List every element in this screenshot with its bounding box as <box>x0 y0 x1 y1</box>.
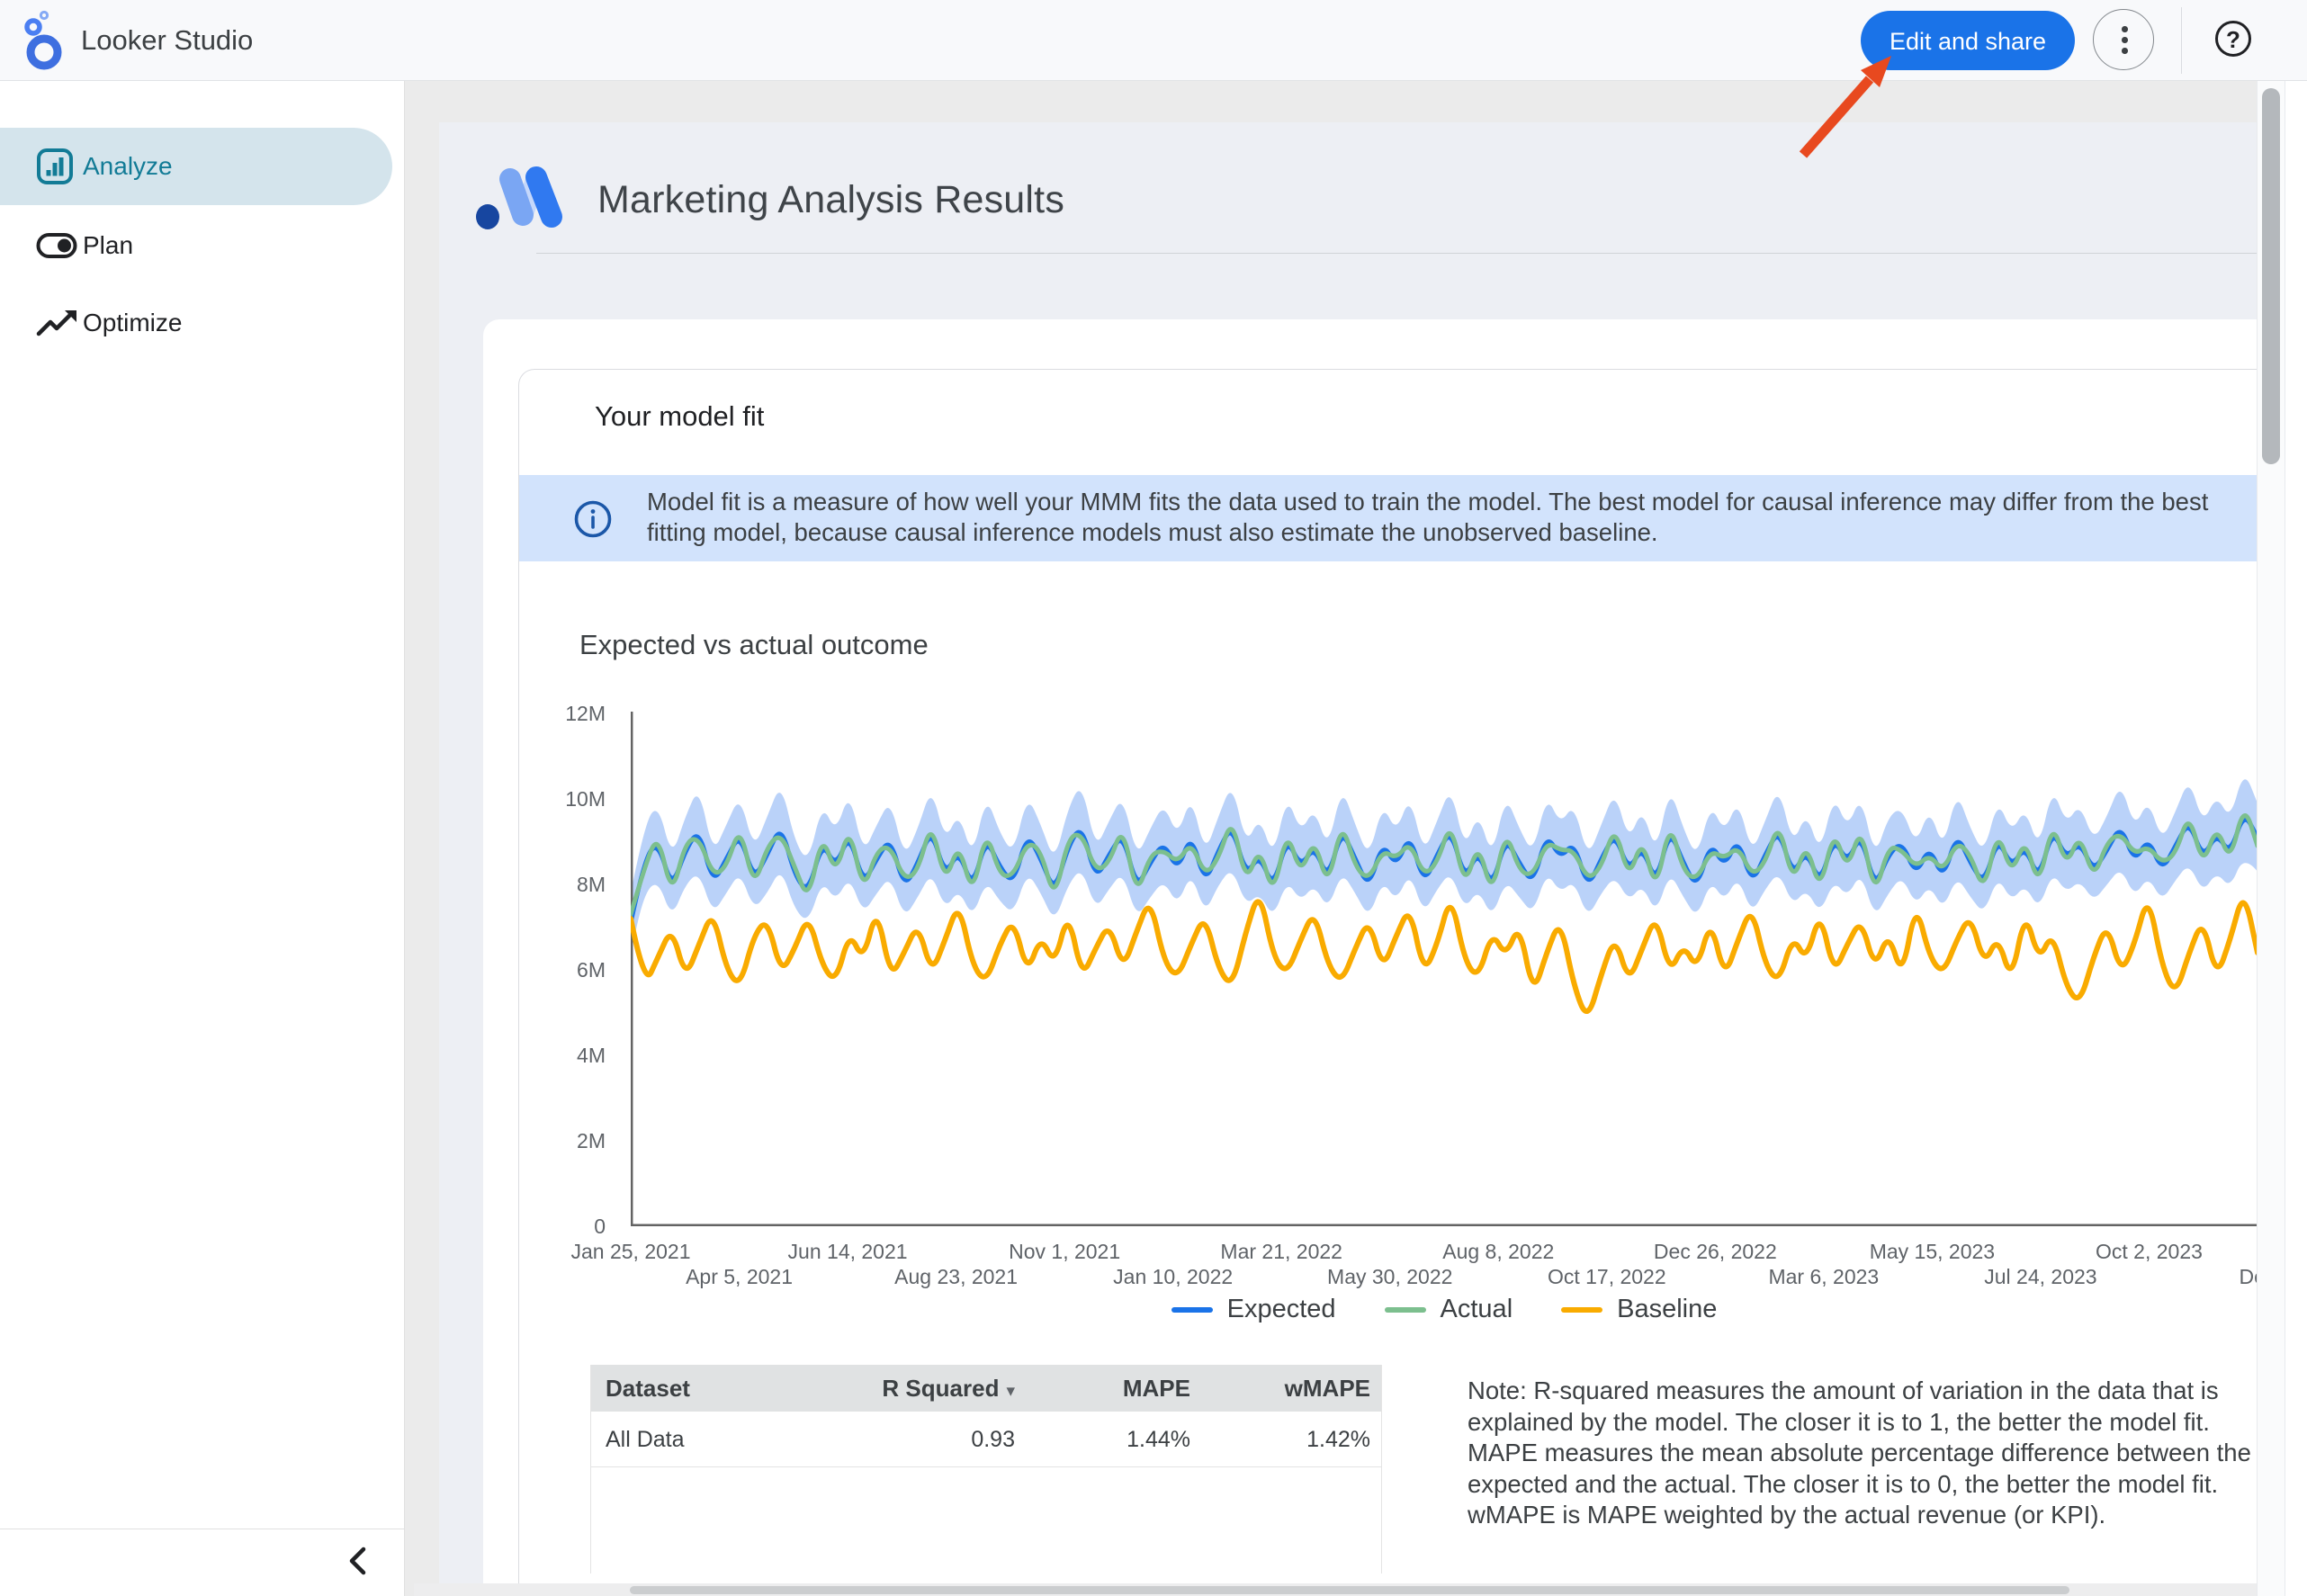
x-tick-label: Oct 17, 2022 <box>1547 1265 1666 1288</box>
x-tick-label: Apr 5, 2021 <box>686 1265 793 1288</box>
info-banner: Model fit is a measure of how well your … <box>519 475 2257 561</box>
looker-studio-logo-icon <box>24 10 62 70</box>
table-row: All Data 0.93 1.44% 1.42% <box>591 1412 1381 1467</box>
bar-chart-icon <box>37 148 73 184</box>
page-divider <box>536 253 2257 254</box>
vertical-scrollbar[interactable] <box>2257 81 2285 1596</box>
y-tick-label: 10M <box>565 787 606 811</box>
column-header-r-squared[interactable]: R Squared ▾ <box>882 1375 1015 1402</box>
model-fit-chart <box>631 712 2257 1226</box>
legend-swatch <box>1171 1306 1213 1313</box>
report-page: Marketing Analysis Results Your model fi… <box>439 122 2257 1596</box>
meridian-logo <box>476 166 562 229</box>
x-tick-label: Mar 6, 2023 <box>1768 1265 1880 1288</box>
y-axis-labels: 12M 10M 8M 6M 4M 2M 0 <box>528 702 618 1238</box>
x-tick-label: Dec 26, 2022 <box>1653 1240 1777 1263</box>
sidebar-item-label: Analyze <box>83 152 173 180</box>
y-tick-label: 0 <box>594 1215 606 1238</box>
legend-label: Actual <box>1440 1295 1513 1323</box>
toggle-icon <box>36 233 77 258</box>
model-fit-card: Your model fit Model fit is a measure of… <box>518 369 2257 1596</box>
y-tick-label: 6M <box>577 958 606 982</box>
legend-item[interactable]: Baseline <box>1561 1295 1717 1324</box>
note-text: Note: R-squared measures the amount of v… <box>1468 1376 2251 1529</box>
window-margin <box>2285 81 2307 1596</box>
legend-swatch <box>1561 1306 1603 1313</box>
cell-wmape: 1.42% <box>1306 1427 1370 1452</box>
x-tick-label: Jan 25, 2021 <box>570 1240 691 1263</box>
legend-item[interactable]: Actual <box>1384 1295 1513 1324</box>
report-viewport: Marketing Analysis Results Your model fi… <box>405 81 2257 1596</box>
cell-mape: 1.44% <box>1127 1427 1190 1452</box>
legend-label: Expected <box>1226 1295 1336 1323</box>
edit-and-share-button[interactable]: Edit and share <box>1861 11 2075 70</box>
x-axis-labels-row2: Apr 5, 2021 Aug 23, 2021 Jan 10, 2022 May 3… <box>631 1264 2257 1289</box>
legend-item[interactable]: Expected <box>1171 1295 1336 1324</box>
horizontal-scrollbar-thumb[interactable] <box>630 1586 2069 1594</box>
y-tick-label: 4M <box>577 1044 606 1067</box>
sidebar-item-label: Optimize <box>83 309 183 336</box>
help-question-icon[interactable]: ? <box>2215 21 2251 57</box>
x-tick-label: Mar 21, 2022 <box>1220 1240 1342 1263</box>
topbar-divider <box>2181 7 2182 74</box>
model-fit-table: Dataset R Squared ▾ MAPE wMAPE All Data 0… <box>590 1365 1382 1574</box>
vertical-scrollbar-thumb[interactable] <box>2262 88 2280 464</box>
legend-label: Baseline <box>1617 1295 1718 1323</box>
legend-swatch <box>1384 1306 1426 1313</box>
x-tick-label: Jan 10, 2022 <box>1113 1265 1234 1288</box>
sidebar-item-analyze[interactable]: Analyze <box>0 128 392 205</box>
topbar: Looker Studio Edit and share ? <box>0 0 2307 81</box>
card-title: Your model fit <box>595 400 765 432</box>
kebab-menu-icon[interactable] <box>2093 9 2154 70</box>
x-tick-label: Dec <box>2239 1265 2257 1288</box>
y-tick-label: 2M <box>577 1129 606 1152</box>
chevron-left-icon[interactable] <box>337 1540 380 1583</box>
x-tick-label: Nov 1, 2021 <box>1009 1240 1121 1263</box>
app-name: Looker Studio <box>81 24 254 56</box>
sidebar-item-plan[interactable]: Plan <box>0 207 392 284</box>
x-tick-label: Aug 23, 2021 <box>894 1265 1019 1288</box>
info-banner-text: Model fit is a measure of how well your … <box>647 488 2209 546</box>
trending-up-icon <box>36 310 76 336</box>
sidebar-item-label: Plan <box>83 231 134 259</box>
page-title: Marketing Analysis Results <box>597 178 1065 221</box>
x-tick-label: Aug 8, 2022 <box>1442 1240 1555 1263</box>
x-tick-label: May 15, 2023 <box>1869 1240 1996 1263</box>
table-header-row: Dataset R Squared ▾ MAPE wMAPE <box>591 1365 1381 1412</box>
sort-arrow-icon: ▾ <box>1006 1382 1015 1401</box>
cell-dataset: All Data <box>606 1427 685 1452</box>
y-tick-label: 12M <box>565 702 606 725</box>
sidebar-item-optimize[interactable]: Optimize <box>0 284 392 362</box>
x-tick-label: May 30, 2022 <box>1327 1265 1453 1288</box>
y-tick-label: 8M <box>577 873 606 896</box>
x-axis-labels-row1: Jan 25, 2021 Jun 14, 2021 Nov 1, 2021 Mar 2… <box>570 1239 2257 1264</box>
cell-r-squared: 0.93 <box>971 1427 1015 1452</box>
horizontal-scrollbar[interactable] <box>414 1583 2257 1596</box>
info-circle-icon <box>574 500 612 538</box>
chart-legend: Expected Actual Baseline <box>631 1295 2257 1324</box>
x-tick-label: Jul 24, 2023 <box>1984 1265 2097 1288</box>
table-empty-area <box>591 1467 1381 1574</box>
column-header-wmape[interactable]: wMAPE <box>1284 1375 1370 1402</box>
column-header-mape[interactable]: MAPE <box>1122 1375 1190 1402</box>
sidebar: Analyze Plan Optimize <box>0 81 405 1596</box>
column-header-dataset[interactable]: Dataset <box>606 1375 690 1402</box>
x-tick-label: Oct 2, 2023 <box>2095 1240 2203 1263</box>
x-tick-label: Jun 14, 2021 <box>787 1240 908 1263</box>
chart-title: Expected vs actual outcome <box>579 629 929 660</box>
